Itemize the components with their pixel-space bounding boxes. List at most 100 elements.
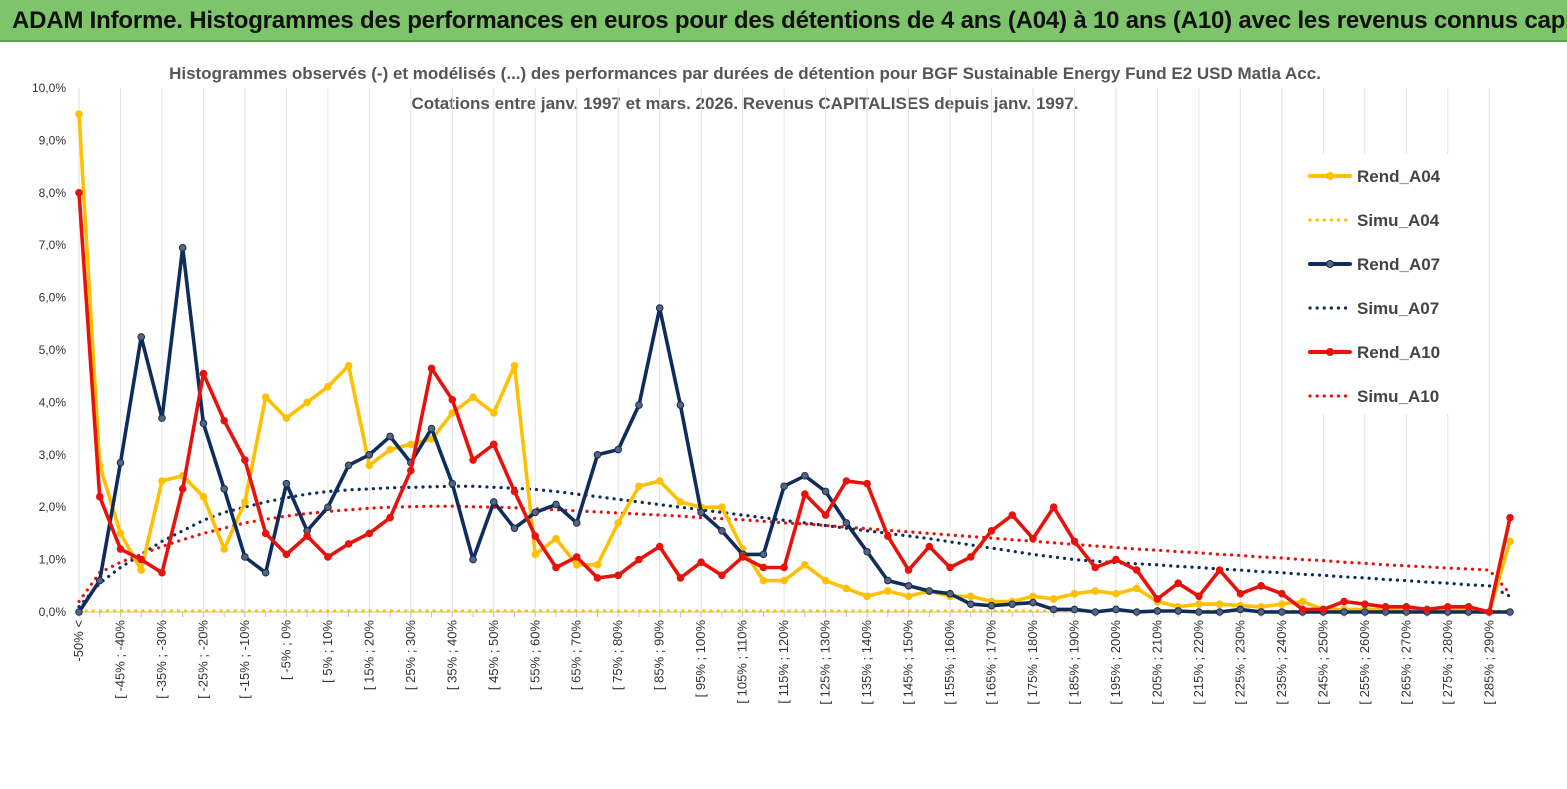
y-tick-label: 4,0% xyxy=(39,395,67,409)
legend-label: Simu_A10 xyxy=(1357,387,1439,406)
data-point xyxy=(863,479,871,488)
data-point xyxy=(1298,605,1307,614)
x-tick-label: [ 135% ; 140% xyxy=(859,620,874,705)
series-simu-a10 xyxy=(77,504,1512,604)
data-point xyxy=(863,547,871,556)
data-point xyxy=(593,574,602,582)
data-point xyxy=(1257,582,1265,590)
x-tick-label: [ 5% ; 10% xyxy=(320,620,335,683)
data-point xyxy=(386,445,394,454)
data-point xyxy=(282,550,291,559)
x-tick-label: [ 235% ; 240% xyxy=(1274,620,1289,705)
data-point xyxy=(448,479,457,488)
data-point xyxy=(614,571,623,580)
data-point xyxy=(572,561,581,569)
data-point xyxy=(365,529,374,538)
data-point xyxy=(655,477,664,485)
data-point xyxy=(1278,589,1286,598)
y-tick-label: 6,0% xyxy=(39,291,67,305)
data-point xyxy=(1070,589,1079,598)
data-point xyxy=(801,490,809,498)
data-point xyxy=(324,503,332,512)
data-point xyxy=(1091,587,1100,595)
data-point xyxy=(1174,579,1182,587)
data-point xyxy=(1112,589,1120,598)
x-tick-label: [ 15% ; 20% xyxy=(361,620,376,691)
x-tick-label: [ 105% ; 110% xyxy=(735,620,750,704)
x-tick-label: [ 95% ; 100% xyxy=(693,620,708,698)
data-point xyxy=(1049,503,1058,512)
x-tick-label: [ 215% ; 220% xyxy=(1191,620,1206,705)
data-point xyxy=(158,477,166,485)
chart-title-line1: Histogrammes observés (-) et modélisés (… xyxy=(169,64,1321,83)
data-point xyxy=(407,466,415,475)
data-point xyxy=(1506,608,1514,616)
data-point xyxy=(552,500,560,509)
data-point xyxy=(925,542,934,551)
legend-label: Rend_A10 xyxy=(1357,343,1440,362)
data-point xyxy=(1049,595,1058,603)
data-point xyxy=(324,553,332,561)
data-point xyxy=(1049,605,1058,614)
data-point xyxy=(884,587,892,595)
data-point xyxy=(987,526,996,535)
data-point xyxy=(220,545,228,553)
legend-item-simu-a10: Simu_A10 xyxy=(1308,387,1439,406)
data-point xyxy=(469,393,477,401)
data-point xyxy=(427,364,436,373)
data-point xyxy=(759,563,768,572)
data-point xyxy=(1195,592,1203,601)
data-point xyxy=(884,576,892,585)
data-point xyxy=(1236,605,1245,614)
data-point xyxy=(1029,598,1037,607)
data-point xyxy=(1215,566,1224,574)
data-point xyxy=(220,416,228,425)
data-point xyxy=(178,244,187,252)
data-point xyxy=(1112,555,1120,564)
x-tick-label: [ 125% ; 130% xyxy=(818,620,833,705)
data-point xyxy=(1464,602,1473,611)
data-point xyxy=(904,566,913,574)
legend-item-rend-a10: Rend_A10 xyxy=(1308,343,1440,362)
data-point xyxy=(448,395,457,404)
data-point xyxy=(697,508,705,517)
data-point xyxy=(1485,608,1494,616)
series-layer xyxy=(75,110,1514,616)
series-line xyxy=(77,112,1512,614)
data-point xyxy=(884,532,892,540)
data-point xyxy=(365,461,374,470)
data-point xyxy=(966,600,975,608)
legend-marker xyxy=(1326,348,1334,356)
data-point xyxy=(842,584,851,593)
data-point xyxy=(552,534,560,543)
data-point xyxy=(593,561,602,569)
data-point xyxy=(614,445,623,454)
y-tick-label: 10,0% xyxy=(32,81,66,95)
data-point xyxy=(469,456,477,464)
chart: Histogrammes observés (-) et modélisés (… xyxy=(32,64,1514,705)
data-point xyxy=(137,333,146,341)
x-tick-label: [ 245% ; 250% xyxy=(1315,620,1330,705)
data-point xyxy=(386,513,394,522)
y-tick-label: 1,0% xyxy=(39,553,67,567)
data-point xyxy=(759,550,768,559)
data-point xyxy=(780,563,788,572)
x-tick-label: [ -5% ; 0% xyxy=(278,620,293,680)
data-point xyxy=(158,568,166,577)
data-point xyxy=(676,498,685,506)
data-point xyxy=(1195,600,1203,608)
legend-marker xyxy=(1326,172,1334,180)
series-simu-a07 xyxy=(77,484,1512,609)
x-tick-label: [ 195% ; 200% xyxy=(1108,620,1123,705)
data-point xyxy=(1506,537,1514,546)
y-tick-label: 5,0% xyxy=(39,343,67,357)
data-point xyxy=(344,540,353,548)
data-point xyxy=(241,498,249,506)
data-point xyxy=(178,485,187,493)
data-point xyxy=(116,529,125,538)
data-point xyxy=(801,561,809,569)
data-point xyxy=(718,503,726,512)
data-point xyxy=(1278,608,1286,616)
legend-label: Rend_A04 xyxy=(1357,167,1441,186)
data-point xyxy=(1215,600,1224,608)
